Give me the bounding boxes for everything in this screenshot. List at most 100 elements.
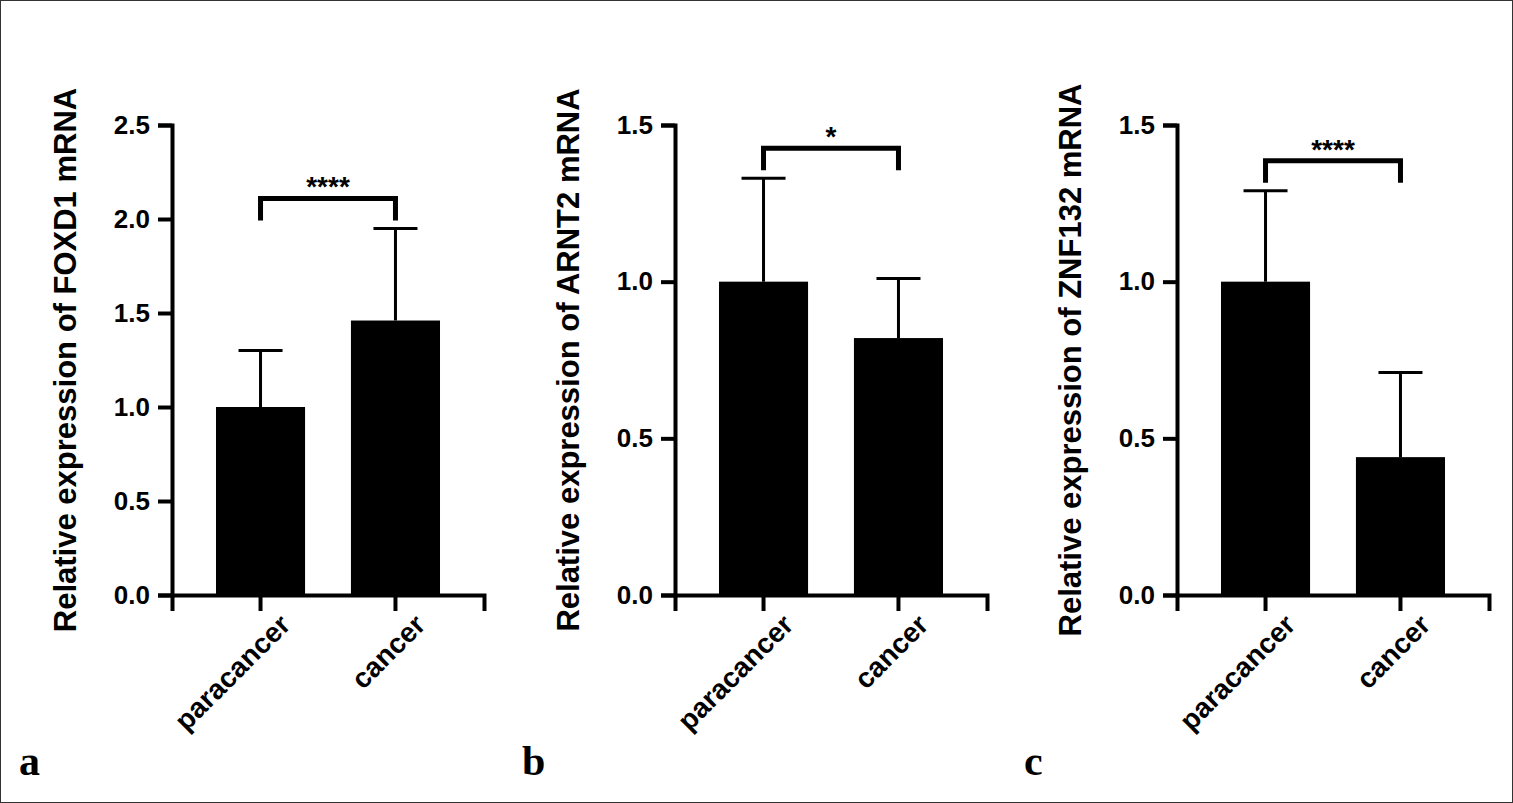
y-axis-title: Relative expression of ZNF132 mRNA (1053, 83, 1088, 636)
y-axis: 0.0 0.5 1.0 1.5 (617, 110, 676, 610)
x-tick-label: paracancer (672, 609, 800, 737)
error-bar (742, 178, 786, 281)
x-tick-mark (259, 595, 263, 611)
bar (216, 407, 305, 595)
y-axis-line (158, 126, 173, 596)
x-tick-label: paracancer (1174, 609, 1302, 737)
panel: 0.0 0.5 1.0 1.5 2.0 2.5 paracancer cancer Relati… (48, 88, 485, 737)
panel: 0.0 0.5 1.0 1.5 paracancer cancer Relative exp… (551, 88, 988, 736)
x-tick: cancer (345, 595, 431, 695)
y-tick: 0.0 (114, 580, 172, 610)
figure-border (1, 1, 1513, 803)
y-tick: 2.0 (114, 204, 172, 234)
y-tick-label: 0.5 (1119, 423, 1155, 453)
y-tick-label: 1.5 (1119, 110, 1155, 140)
x-tick-label: cancer (1350, 609, 1436, 695)
x-tick-mark (896, 595, 900, 611)
x-tick-mark (1398, 595, 1402, 611)
x-tick: cancer (1350, 595, 1436, 695)
y-tick-mark (661, 124, 675, 128)
y-tick-mark (661, 280, 675, 284)
y-tick-mark (661, 437, 675, 441)
y-tick: 1.5 (114, 298, 172, 328)
y-tick-label: 1.5 (617, 110, 653, 140)
y-tick: 0.5 (114, 486, 172, 516)
bar (1356, 457, 1445, 595)
y-tick-label: 2.0 (114, 204, 150, 234)
x-tick-label: paracancer (169, 609, 297, 737)
y-tick: 1.0 (114, 392, 172, 422)
bar (1221, 282, 1310, 595)
panel-label: a (19, 738, 40, 784)
y-axis-title: Relative expression of ARNT2 mRNA (551, 88, 586, 631)
x-axis-line (676, 596, 988, 612)
x-tick-mark (762, 595, 766, 611)
y-tick-mark (158, 594, 172, 598)
y-tick: 1.0 (1119, 266, 1177, 296)
bar (351, 321, 440, 595)
error-bar (876, 279, 920, 339)
y-tick-mark (1163, 437, 1177, 441)
y-tick: 0.0 (1119, 580, 1177, 610)
y-tick: 1.0 (617, 266, 675, 296)
x-tick: paracancer (169, 595, 297, 736)
y-tick: 2.5 (114, 110, 172, 140)
y-tick-mark (1163, 124, 1177, 128)
panel-label: c (1024, 738, 1043, 784)
significance-label: **** (306, 171, 350, 202)
y-tick: 0.0 (617, 580, 675, 610)
y-tick-label: 0.0 (1119, 580, 1155, 610)
y-tick-label: 2.5 (114, 110, 150, 140)
y-axis-line (1163, 126, 1178, 596)
panel-label: b (522, 738, 545, 784)
y-axis-title: Relative expression of FOXD1 mRNA (48, 88, 83, 632)
x-axis: paracancer cancer (672, 595, 988, 736)
error-bar (239, 351, 283, 407)
significance-label: * (826, 121, 837, 152)
x-tick: paracancer (1174, 595, 1302, 736)
y-tick: 0.5 (617, 423, 675, 453)
x-tick: paracancer (672, 595, 800, 736)
y-tick: 1.5 (617, 110, 675, 140)
y-tick-label: 1.0 (1119, 266, 1155, 296)
y-tick-mark (158, 500, 172, 504)
y-tick-mark (158, 406, 172, 410)
error-bar (1378, 373, 1422, 458)
y-tick-label: 1.5 (114, 298, 150, 328)
y-tick-label: 1.0 (617, 266, 653, 296)
x-tick-mark (1264, 595, 1268, 611)
y-tick-mark (158, 218, 172, 222)
y-tick-label: 1.0 (114, 392, 150, 422)
plot-area (719, 178, 943, 595)
plot-area (1221, 191, 1445, 595)
error-bar (1244, 191, 1288, 282)
y-tick-mark (1163, 594, 1177, 598)
y-tick-label: 0.5 (114, 486, 150, 516)
x-tick-mark (393, 595, 397, 611)
bar (719, 282, 808, 595)
y-tick: 1.5 (1119, 110, 1177, 140)
y-tick-label: 0.0 (617, 580, 653, 610)
y-tick-mark (158, 312, 172, 316)
y-axis-line (661, 126, 676, 596)
x-tick: cancer (848, 595, 934, 695)
x-axis: paracancer cancer (1174, 595, 1490, 736)
x-tick-label: cancer (848, 609, 934, 695)
y-tick-mark (1163, 280, 1177, 284)
figure: 0.0 0.5 1.0 1.5 2.0 2.5 paracancer cancer Relati… (0, 0, 1513, 803)
y-axis: 0.0 0.5 1.0 1.5 2.0 2.5 (114, 110, 173, 610)
y-axis: 0.0 0.5 1.0 1.5 (1119, 110, 1178, 610)
x-axis: paracancer cancer (169, 595, 485, 736)
plot-area (216, 228, 440, 595)
y-tick-mark (661, 594, 675, 598)
x-axis-line (173, 596, 485, 612)
y-tick-mark (158, 124, 172, 128)
error-bar (373, 228, 417, 320)
x-axis-line (1178, 596, 1490, 612)
y-tick-label: 0.0 (114, 580, 150, 610)
y-tick-label: 0.5 (617, 423, 653, 453)
panel: 0.0 0.5 1.0 1.5 paracancer cancer Relative exp… (1053, 83, 1490, 736)
y-tick: 0.5 (1119, 423, 1177, 453)
bar (854, 338, 943, 595)
x-tick-label: cancer (345, 609, 431, 695)
